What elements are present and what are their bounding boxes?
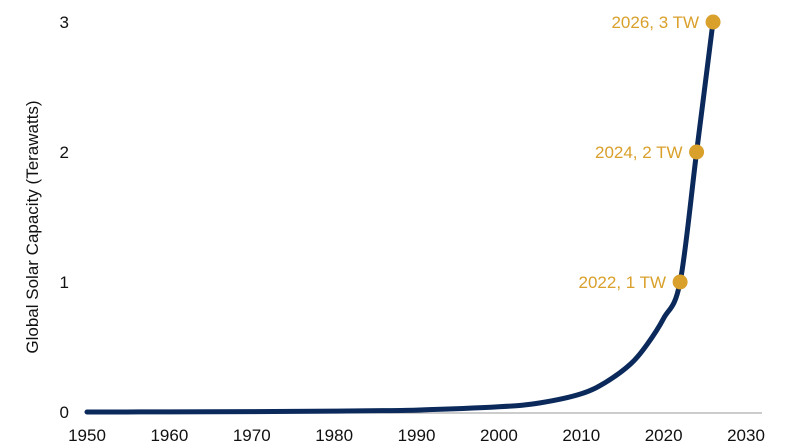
x-tick-label: 1990 bbox=[398, 426, 436, 445]
annotation-label: 2024, 2 TW bbox=[595, 143, 683, 162]
x-tick-label: 1970 bbox=[233, 426, 271, 445]
x-tick-label: 1960 bbox=[150, 426, 188, 445]
x-tick-labels: 1950 1960 1970 1980 1990 2000 2010 2020 2030 bbox=[68, 426, 765, 445]
series-group bbox=[84, 19, 716, 415]
x-tick-label: 2020 bbox=[645, 426, 683, 445]
annotation-marker bbox=[672, 274, 688, 290]
y-tick-label: 1 bbox=[60, 273, 69, 292]
x-tick-label: 2010 bbox=[562, 426, 600, 445]
y-axis-title: Global Solar Capacity (Terawatts) bbox=[23, 100, 42, 353]
series-line-0 bbox=[84, 19, 716, 415]
annotation-label: 2026, 3 TW bbox=[611, 13, 699, 32]
x-tick-label: 1950 bbox=[68, 426, 106, 445]
y-tick-labels: 0 1 2 3 bbox=[60, 13, 69, 422]
x-tick-label: 2000 bbox=[480, 426, 518, 445]
annotation-marker bbox=[689, 144, 705, 160]
annotation-label: 2022, 1 TW bbox=[579, 273, 667, 292]
y-tick-label: 3 bbox=[60, 13, 69, 32]
annotation-marker bbox=[705, 14, 721, 30]
y-tick-label: 2 bbox=[60, 143, 69, 162]
annotations-group: 2022, 1 TW 2024, 2 TW 2026, 3 TW bbox=[579, 13, 721, 292]
x-tick-label: 2030 bbox=[727, 426, 765, 445]
y-tick-label: 0 bbox=[60, 403, 69, 422]
x-tick-label: 1980 bbox=[315, 426, 353, 445]
